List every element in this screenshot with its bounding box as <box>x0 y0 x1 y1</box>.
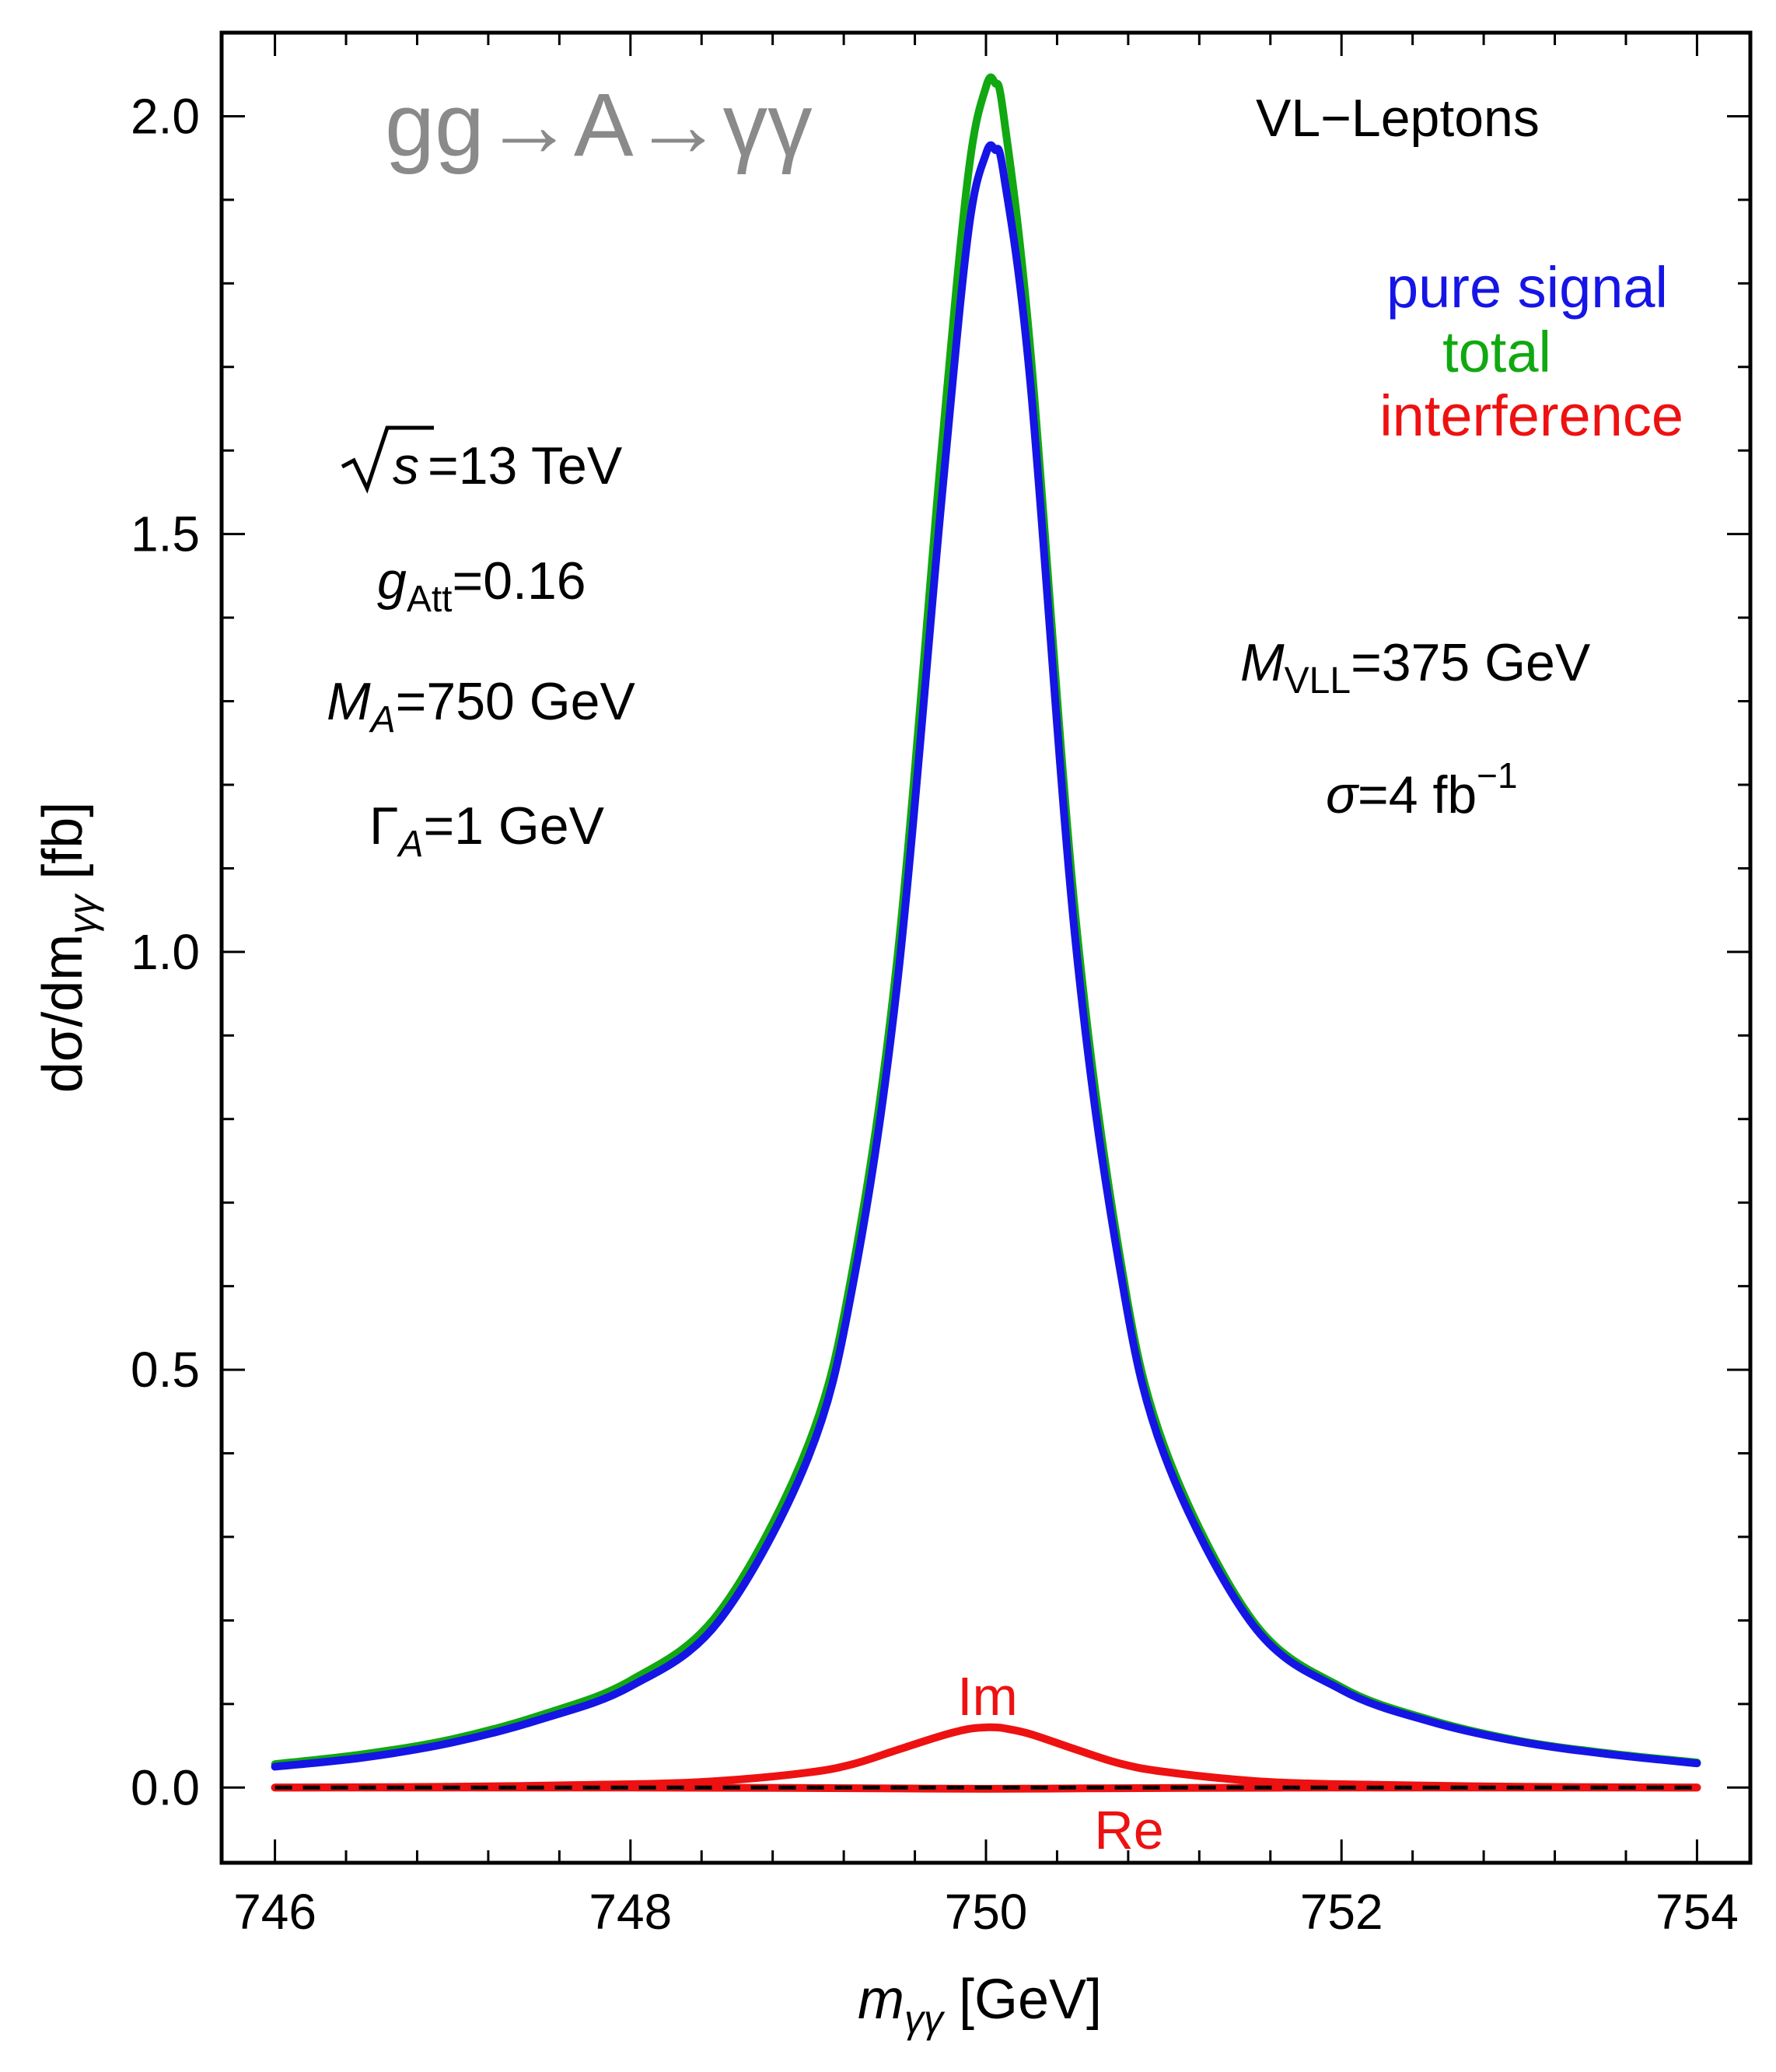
mass-subscript: A <box>369 699 396 740</box>
series-line-pure-signal <box>271 141 1701 1771</box>
tick-labels: 746 748 750 752 754 0.0 0.5 1.0 1.5 2.0 <box>131 88 1739 1940</box>
series-layer <box>271 73 1701 1793</box>
y-axis-title: dσ/dmγγ [fb] <box>32 802 104 1094</box>
mass-annotation: MA=750 GeV <box>327 672 635 740</box>
mass-symbol: M <box>327 672 371 731</box>
coupling-symbol: g <box>377 551 407 611</box>
vll-mass-annotation: MVLL=375 GeV <box>1240 633 1591 702</box>
legend-pure-signal: pure signal <box>1386 255 1668 320</box>
legend-total: total <box>1442 320 1551 384</box>
vll-mass-subscript: VLL <box>1285 660 1351 702</box>
coupling-value: =0.16 <box>453 551 586 611</box>
y-tick-label: 2.0 <box>131 88 200 144</box>
y-axis-title-sub: γγ <box>61 893 104 934</box>
vll-mass-symbol: M <box>1240 633 1285 692</box>
x-axis-title-unit: [GeV] <box>943 1969 1102 2031</box>
chart-title: gg→A→γγ <box>385 75 813 175</box>
im-label: Im <box>957 1666 1018 1727</box>
x-tick-label: 754 <box>1655 1884 1739 1940</box>
ticks <box>222 31 1750 1863</box>
x-axis-title-main: m <box>858 1969 904 2031</box>
coupling-subscript: Att <box>407 579 453 620</box>
y-tick-label: 1.5 <box>131 506 200 562</box>
y-axis-title-main: dσ/dm <box>32 934 94 1094</box>
sigma-value: =4 fb <box>1358 765 1477 824</box>
sqrt-s-value: =13 TeV <box>428 436 623 495</box>
x-axis-title: mγγ [GeV] <box>858 1969 1102 2041</box>
sigma-symbol: σ <box>1326 765 1360 824</box>
x-tick-label: 752 <box>1300 1884 1383 1940</box>
x-tick-label: 748 <box>589 1884 672 1940</box>
x-tick-label: 750 <box>945 1884 1028 1940</box>
sqrt-symbol <box>341 425 434 494</box>
y-tick-label: 0.0 <box>131 1759 200 1815</box>
vll-mass-value: =375 GeV <box>1351 633 1591 692</box>
sigma-annotation: σ=4 fb−1 <box>1326 755 1518 824</box>
width-annotation: ΓA=1 GeV <box>369 796 605 865</box>
x-axis-title-sub: γγ <box>904 1997 946 2041</box>
width-value: =1 GeV <box>423 796 604 856</box>
sqrt-s-variable: s <box>393 436 419 495</box>
width-subscript: A <box>396 824 423 865</box>
x-tick-label: 746 <box>233 1884 316 1940</box>
sqrt-s-annotation: s =13 TeV <box>341 425 623 495</box>
legend-interference: interference <box>1379 383 1683 448</box>
y-axis-title-unit: [fb] <box>32 802 94 895</box>
model-label: VL−Leptons <box>1256 89 1540 148</box>
sigma-exponent: −1 <box>1477 755 1517 796</box>
re-label: Re <box>1094 1800 1163 1860</box>
y-tick-label: 1.0 <box>131 924 200 980</box>
width-symbol: Γ <box>369 796 398 856</box>
mass-value: =750 GeV <box>396 672 636 731</box>
coupling-annotation: gAtt=0.16 <box>377 551 586 620</box>
y-tick-label: 0.5 <box>131 1342 200 1398</box>
